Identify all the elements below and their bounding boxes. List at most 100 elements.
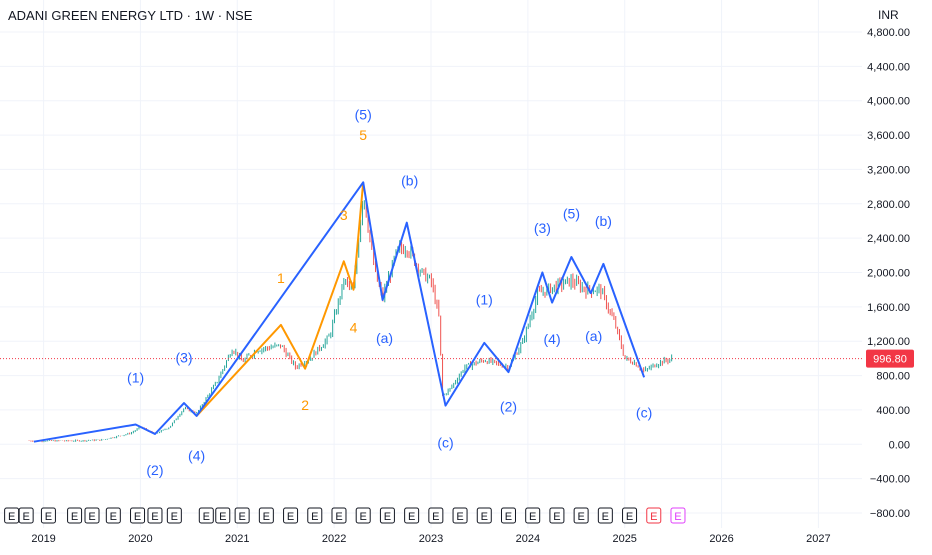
earnings-marker-label: E bbox=[384, 511, 391, 523]
currency-label: INR bbox=[878, 8, 899, 22]
earnings-marker bbox=[4, 507, 20, 524]
wave-label-secondary: 5 bbox=[359, 127, 367, 143]
earnings-marker-label: E bbox=[602, 511, 609, 523]
earnings-marker bbox=[198, 507, 214, 524]
x-tick-label: 2026 bbox=[709, 533, 733, 545]
earnings-marker bbox=[67, 507, 83, 524]
x-tick-label: 2027 bbox=[806, 533, 830, 545]
x-tick-label: 2020 bbox=[128, 533, 152, 545]
earnings-marker-label: E bbox=[529, 511, 536, 523]
earnings-marker bbox=[258, 507, 274, 524]
earnings-marker bbox=[234, 507, 250, 524]
y-tick-label: 1,200.00 bbox=[867, 336, 910, 348]
wave-label-primary: (b) bbox=[401, 173, 418, 189]
wave-label-primary: (5) bbox=[355, 107, 372, 123]
wave-label-primary: (c) bbox=[636, 405, 652, 421]
y-tick-label: 800.00 bbox=[876, 371, 910, 383]
earnings-marker-label: E bbox=[360, 511, 367, 523]
earnings-marker-label: E bbox=[408, 511, 415, 523]
current-price-value: 996.80 bbox=[873, 354, 907, 366]
x-tick-label: 2023 bbox=[419, 533, 443, 545]
earnings-marker bbox=[355, 507, 371, 524]
x-tick-label: 2024 bbox=[516, 533, 540, 545]
earnings-marker-label: E bbox=[238, 511, 245, 523]
wave-label-primary: (4) bbox=[544, 331, 561, 347]
earnings-marker bbox=[379, 507, 395, 524]
earnings-marker bbox=[573, 507, 589, 524]
x-tick-label: 2022 bbox=[322, 533, 346, 545]
current-price-badge bbox=[866, 349, 914, 368]
wave-label-primary: (b) bbox=[595, 213, 612, 229]
earnings-marker bbox=[622, 507, 638, 524]
earnings-marker-label: E bbox=[481, 511, 488, 523]
earnings-marker-label: E bbox=[626, 511, 633, 523]
wave-label-secondary: 1 bbox=[277, 270, 285, 286]
earnings-marker-label: E bbox=[311, 511, 318, 523]
wave-label-primary: (4) bbox=[188, 448, 205, 464]
earnings-marker-label: E bbox=[263, 511, 270, 523]
y-tick-label: 400.00 bbox=[876, 405, 910, 417]
earnings-marker-label: E bbox=[577, 511, 584, 523]
earnings-marker-label: E bbox=[110, 511, 117, 523]
wave-primary-line bbox=[33, 181, 646, 443]
earnings-marker-label: E bbox=[553, 511, 560, 523]
y-tick-label: −800.00 bbox=[870, 508, 910, 520]
earnings-marker-label: E bbox=[134, 511, 141, 523]
earnings-marker-label: E bbox=[650, 511, 657, 523]
wave-label-primary: (5) bbox=[563, 205, 580, 221]
earnings-marker-label: E bbox=[219, 511, 226, 523]
wave-label-primary: (1) bbox=[127, 369, 144, 385]
earnings-marker-label: E bbox=[22, 511, 29, 523]
earnings-marker bbox=[404, 507, 420, 524]
y-tick-label: 0.00 bbox=[889, 439, 910, 451]
earnings-marker-label: E bbox=[171, 511, 178, 523]
earnings-marker bbox=[331, 507, 347, 524]
earnings-marker bbox=[646, 507, 662, 524]
x-tick-label: 2025 bbox=[612, 533, 636, 545]
y-tick-label: 2,400.00 bbox=[867, 233, 910, 245]
earnings-marker-label: E bbox=[203, 511, 210, 523]
wave-label-primary: (a) bbox=[585, 328, 602, 344]
earnings-marker bbox=[166, 507, 182, 524]
y-tick-label: 2,000.00 bbox=[867, 268, 910, 280]
x-tick-label: 2021 bbox=[225, 533, 249, 545]
y-tick-label: 4,800.00 bbox=[867, 27, 910, 39]
earnings-marker bbox=[147, 507, 163, 524]
y-tick-label: −400.00 bbox=[870, 474, 910, 486]
earnings-marker-label: E bbox=[432, 511, 439, 523]
earnings-marker-label: E bbox=[45, 511, 52, 523]
wave-label-primary: (1) bbox=[476, 291, 493, 307]
earnings-marker bbox=[476, 507, 492, 524]
earnings-marker-label: E bbox=[8, 511, 15, 523]
wave-secondary-line bbox=[195, 182, 365, 417]
y-tick-label: 4,400.00 bbox=[867, 61, 910, 73]
earnings-marker bbox=[283, 507, 299, 524]
earnings-marker bbox=[428, 507, 444, 524]
earnings-marker bbox=[500, 507, 516, 524]
earnings-marker-label: E bbox=[88, 511, 95, 523]
wave-label-secondary: 4 bbox=[350, 320, 358, 336]
chart-title: ADANI GREEN ENERGY LTD · 1W · NSE bbox=[8, 8, 253, 23]
earnings-marker bbox=[307, 507, 323, 524]
earnings-marker bbox=[670, 507, 686, 524]
earnings-marker bbox=[525, 507, 541, 524]
wave-label-secondary: 3 bbox=[340, 207, 348, 223]
wave-label-primary: (2) bbox=[146, 462, 163, 478]
y-tick-label: 3,600.00 bbox=[867, 130, 910, 142]
wave-label-primary: (2) bbox=[500, 399, 517, 415]
earnings-marker bbox=[40, 507, 56, 524]
earnings-marker bbox=[18, 507, 34, 524]
earnings-marker bbox=[452, 507, 468, 524]
earnings-marker bbox=[215, 507, 231, 524]
wave-label-primary: (c) bbox=[437, 435, 453, 451]
wave-label-primary: (3) bbox=[534, 220, 551, 236]
earnings-marker-label: E bbox=[287, 511, 294, 523]
wave-label-primary: (3) bbox=[175, 350, 192, 366]
earnings-marker-label: E bbox=[505, 511, 512, 523]
y-tick-label: 1,600.00 bbox=[867, 302, 910, 314]
y-tick-label: 3,200.00 bbox=[867, 164, 910, 176]
y-tick-label: 2,800.00 bbox=[867, 199, 910, 211]
earnings-marker bbox=[84, 507, 100, 524]
